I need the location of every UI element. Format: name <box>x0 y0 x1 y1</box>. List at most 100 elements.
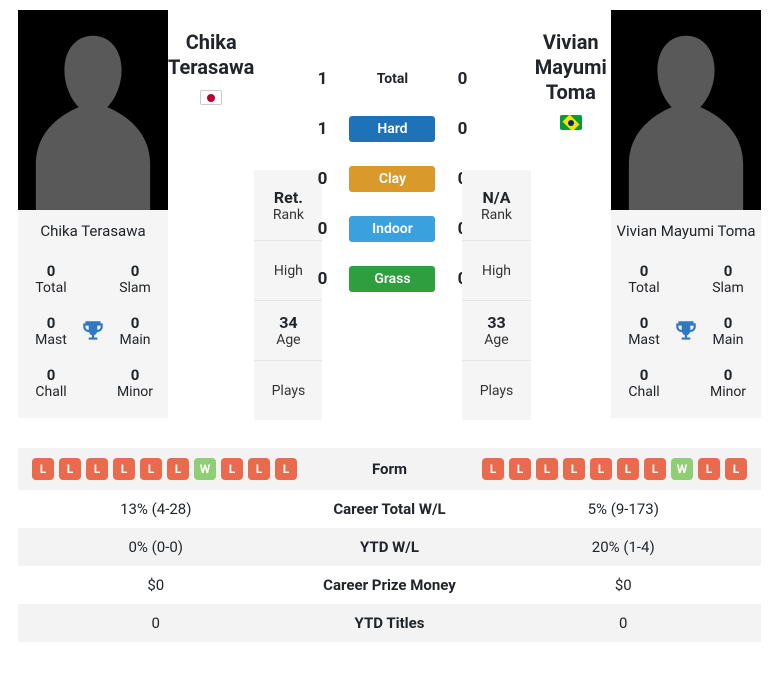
form-loss-badge[interactable]: L <box>221 458 243 480</box>
silhouette-icon <box>18 10 168 210</box>
p1-title-slam: 0Slam <box>106 262 164 296</box>
p2-title-main: 0Main <box>699 314 757 348</box>
h2h-p1-score: 0 <box>313 269 331 289</box>
h2h-total-p2: 0 <box>453 69 471 89</box>
p1-prize: $0 <box>32 576 280 594</box>
h2h-p1-score: 0 <box>313 169 331 189</box>
player2-block: Vivian Mayumi Toma 0Total 0Slam 0Mast 0M… <box>611 10 761 418</box>
player1-caption[interactable]: Chika Terasawa <box>18 210 168 252</box>
p2-title-slam: 0Slam <box>699 262 757 296</box>
form-loss-badge[interactable]: L <box>482 458 504 480</box>
p2-high: High <box>462 240 530 300</box>
p2-age: 33Age <box>462 300 530 360</box>
comparison-table: LLLLLLWLLL Form LLLLLLLWLL 13% (4-28) Ca… <box>18 448 761 642</box>
p2-ytd-wl: 20% (1-4) <box>500 538 748 556</box>
p1-ytd-titles: 0 <box>32 614 280 632</box>
player1-form: LLLLLLWLLL <box>32 458 297 480</box>
trophy-icon <box>80 314 106 348</box>
p1-plays: Plays <box>254 360 322 420</box>
form-loss-badge[interactable]: L <box>113 458 135 480</box>
player1-stats: Ret.Rank High 34Age Plays <box>254 170 322 420</box>
p1-title-minor: 0Minor <box>106 366 164 400</box>
p1-rank: Ret.Rank <box>254 170 322 240</box>
h2h-column: 1 Total 0 1Hard00Clay00Indoor00Grass0 <box>322 10 462 316</box>
p2-title-total: 0Total <box>615 262 673 296</box>
form-loss-badge[interactable]: L <box>590 458 612 480</box>
top-row: Chika Terasawa 0Total 0Slam 0Mast 0Main … <box>18 10 761 420</box>
p1-career-wl: 13% (4-28) <box>32 500 280 518</box>
row-career-wl: 13% (4-28) Career Total W/L 5% (9-173) <box>18 490 761 528</box>
h2h-p2-score: 0 <box>453 119 471 139</box>
row-form: LLLLLLWLLL Form LLLLLLLWLL <box>18 448 761 490</box>
player2-form: LLLLLLLWLL <box>482 458 747 480</box>
form-loss-badge[interactable]: L <box>563 458 585 480</box>
p1-high: High <box>254 240 322 300</box>
form-loss-badge[interactable]: L <box>32 458 54 480</box>
h2h-total-label: Total <box>349 66 435 92</box>
p2-career-wl: 5% (9-173) <box>500 500 748 518</box>
p1-ytd-wl: 0% (0-0) <box>32 538 280 556</box>
form-loss-badge[interactable]: L <box>140 458 162 480</box>
p2-title-minor: 0Minor <box>699 366 757 400</box>
h2h-surface-row: 1 Hard 0 <box>313 116 471 142</box>
player2-caption[interactable]: Vivian Mayumi Toma <box>611 210 761 252</box>
h2h-p1-score: 0 <box>313 219 331 239</box>
player2-photo <box>611 10 761 210</box>
form-loss-badge[interactable]: L <box>725 458 747 480</box>
h2h-total: 1 Total 0 <box>313 66 471 92</box>
h2h-surface-row: 0Grass0 <box>313 266 471 292</box>
p2-prize: $0 <box>500 576 748 594</box>
form-loss-badge[interactable]: L <box>167 458 189 480</box>
h2h-p1-score: 1 <box>313 119 331 139</box>
form-loss-badge[interactable]: L <box>536 458 558 480</box>
player1-photo <box>18 10 168 210</box>
form-loss-badge[interactable]: L <box>644 458 666 480</box>
label-form: Form <box>297 460 482 478</box>
flag-japan-icon <box>200 90 222 105</box>
h2h-total-p1: 1 <box>313 69 331 89</box>
p1-title-chall: 0Chall <box>22 366 80 400</box>
p2-rank: N/ARank <box>462 170 530 240</box>
player2-stats: N/ARank High 33Age Plays <box>462 170 530 420</box>
trophy-icon <box>673 314 699 348</box>
row-ytd-wl: 0% (0-0) YTD W/L 20% (1-4) <box>18 528 761 566</box>
surface-label[interactable]: Indoor <box>349 216 435 242</box>
player1-block: Chika Terasawa 0Total 0Slam 0Mast 0Main … <box>18 10 168 418</box>
surface-label[interactable]: Grass <box>349 266 435 292</box>
label-prize: Career Prize Money <box>280 576 500 594</box>
form-loss-badge[interactable]: L <box>698 458 720 480</box>
flag-brazil-icon <box>560 115 582 130</box>
form-loss-badge[interactable]: L <box>59 458 81 480</box>
p2-title-mast: 0Mast <box>615 314 673 348</box>
p2-plays: Plays <box>462 360 530 420</box>
form-win-badge[interactable]: W <box>194 458 216 480</box>
player1-name-col: Chika Terasawa <box>168 10 254 109</box>
form-win-badge[interactable]: W <box>671 458 693 480</box>
surface-label[interactable]: Clay <box>349 166 435 192</box>
p2-title-chall: 0Chall <box>615 366 673 400</box>
player2-name[interactable]: Vivian Mayumi Toma <box>531 30 611 105</box>
h2h-surface-row: 0Clay0 <box>313 166 471 192</box>
form-loss-badge[interactable]: L <box>617 458 639 480</box>
form-loss-badge[interactable]: L <box>275 458 297 480</box>
label-ytd-wl: YTD W/L <box>280 538 500 556</box>
surface-label[interactable]: Hard <box>349 116 435 142</box>
player1-name[interactable]: Chika Terasawa <box>168 30 254 80</box>
p1-age: 34Age <box>254 300 322 360</box>
label-career-wl: Career Total W/L <box>280 500 500 518</box>
silhouette-icon <box>611 10 761 210</box>
p2-ytd-titles: 0 <box>500 614 748 632</box>
form-loss-badge[interactable]: L <box>509 458 531 480</box>
p1-title-main: 0Main <box>106 314 164 348</box>
player2-titles: 0Total 0Slam 0Mast 0Main 0Chall 0Minor <box>611 252 761 418</box>
h2h-surface-row: 0Indoor0 <box>313 216 471 242</box>
row-prize: $0 Career Prize Money $0 <box>18 566 761 604</box>
p1-title-mast: 0Mast <box>22 314 80 348</box>
row-ytd-titles: 0 YTD Titles 0 <box>18 604 761 642</box>
form-loss-badge[interactable]: L <box>248 458 270 480</box>
p1-title-total: 0Total <box>22 262 80 296</box>
label-ytd-titles: YTD Titles <box>280 614 500 632</box>
player2-name-col: Vivian Mayumi Toma <box>531 10 611 134</box>
form-loss-badge[interactable]: L <box>86 458 108 480</box>
player1-titles: 0Total 0Slam 0Mast 0Main 0Chall 0Minor <box>18 252 168 418</box>
